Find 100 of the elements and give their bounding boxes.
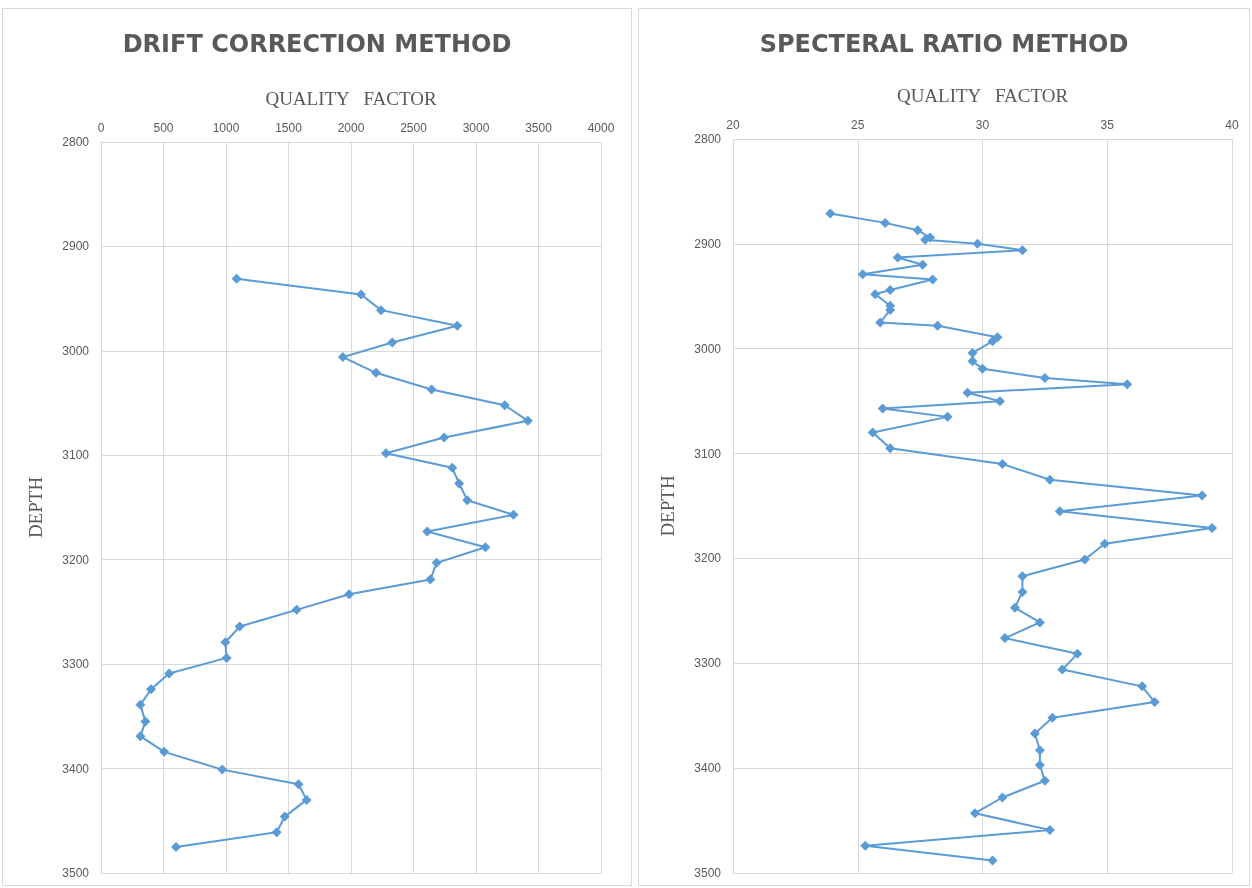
point xyxy=(860,840,871,851)
point xyxy=(508,509,519,520)
point xyxy=(135,731,146,742)
point xyxy=(1039,373,1050,384)
point xyxy=(1017,586,1028,597)
point xyxy=(279,811,290,822)
point xyxy=(220,637,231,648)
point xyxy=(234,621,245,632)
point xyxy=(825,208,836,219)
point xyxy=(1137,681,1148,692)
point xyxy=(381,448,391,459)
x-tick-label: 35 xyxy=(1100,118,1115,132)
y-tick-label: 3300 xyxy=(694,656,722,671)
point xyxy=(1197,490,1208,501)
y-tick-label: 2800 xyxy=(694,132,722,146)
chart-title: DRIFT CORRECTION METHOD xyxy=(122,30,512,58)
y-tick-label: 2900 xyxy=(62,239,90,254)
y-tick-label: 3200 xyxy=(62,552,90,567)
point xyxy=(271,827,282,838)
point xyxy=(337,352,348,363)
point xyxy=(987,855,998,866)
point xyxy=(1079,554,1090,565)
point xyxy=(371,367,381,378)
point xyxy=(462,495,473,506)
x-tick-label: 1000 xyxy=(212,121,240,135)
point xyxy=(376,305,386,316)
y-tick-label: 3100 xyxy=(694,446,722,461)
point xyxy=(875,317,886,328)
x-tick-label: 0 xyxy=(97,121,105,135)
point xyxy=(880,217,891,228)
point xyxy=(870,289,881,300)
point xyxy=(912,225,923,236)
x-tick-label: 3000 xyxy=(462,121,490,135)
y-tick-label: 3000 xyxy=(62,343,90,358)
point xyxy=(1017,245,1028,256)
x-tick-label: 2500 xyxy=(400,121,428,135)
point xyxy=(356,289,366,300)
x-tick-label: 500 xyxy=(153,121,174,135)
point xyxy=(867,427,878,438)
point xyxy=(999,633,1010,644)
point xyxy=(927,274,938,285)
x-tick-label: 4000 xyxy=(587,121,615,135)
x-tick-label: 2000 xyxy=(337,121,365,135)
y-tick-label: 3400 xyxy=(694,761,722,776)
y-tick-label: 2900 xyxy=(694,236,722,251)
point xyxy=(1207,523,1218,534)
point xyxy=(932,320,943,331)
x-axis-title: QUALITY FACTOR xyxy=(896,85,1069,106)
point xyxy=(1057,664,1068,675)
y-tick-label: 3300 xyxy=(62,657,90,672)
point xyxy=(967,347,978,358)
point xyxy=(1072,648,1083,659)
y-tick-label: 3100 xyxy=(62,448,90,463)
x-tick-label: 1500 xyxy=(275,121,303,135)
point xyxy=(877,403,888,414)
x-tick-label: 40 xyxy=(1225,118,1239,132)
point xyxy=(452,320,463,331)
point xyxy=(997,792,1008,803)
point xyxy=(159,746,170,757)
point xyxy=(1047,712,1058,723)
point xyxy=(1009,602,1020,613)
point xyxy=(1029,728,1040,739)
point xyxy=(970,808,981,819)
x-tick-label: 20 xyxy=(726,118,740,132)
point xyxy=(1149,697,1160,708)
y-tick-label: 3000 xyxy=(694,341,722,356)
point xyxy=(293,779,304,790)
point xyxy=(135,699,146,710)
point xyxy=(431,557,442,568)
point xyxy=(231,273,242,284)
point xyxy=(967,356,978,367)
point xyxy=(387,337,398,348)
x-tick-label: 25 xyxy=(851,118,865,132)
point xyxy=(301,794,312,805)
point xyxy=(291,604,302,615)
chart-title: SPECTERAL RATIO METHOD xyxy=(759,30,1129,58)
y-tick-label: 3500 xyxy=(694,866,722,880)
point xyxy=(164,668,175,679)
point xyxy=(892,252,903,263)
point xyxy=(447,462,458,473)
point xyxy=(942,411,953,422)
point xyxy=(1034,760,1045,770)
point xyxy=(1017,571,1028,582)
point xyxy=(1099,538,1110,549)
point xyxy=(344,589,355,600)
point xyxy=(1039,775,1050,786)
point xyxy=(140,716,151,727)
point xyxy=(977,363,988,374)
point xyxy=(217,764,228,775)
y-tick-label: 2800 xyxy=(62,135,90,149)
point xyxy=(422,526,433,537)
point xyxy=(1122,379,1133,390)
point xyxy=(480,542,491,553)
point xyxy=(426,384,437,395)
point xyxy=(171,841,181,852)
point xyxy=(962,387,973,398)
y-tick-label: 3200 xyxy=(694,551,722,566)
x-axis-title: QUALITY FACTOR xyxy=(265,88,437,109)
point xyxy=(425,574,436,585)
point xyxy=(1034,745,1045,756)
